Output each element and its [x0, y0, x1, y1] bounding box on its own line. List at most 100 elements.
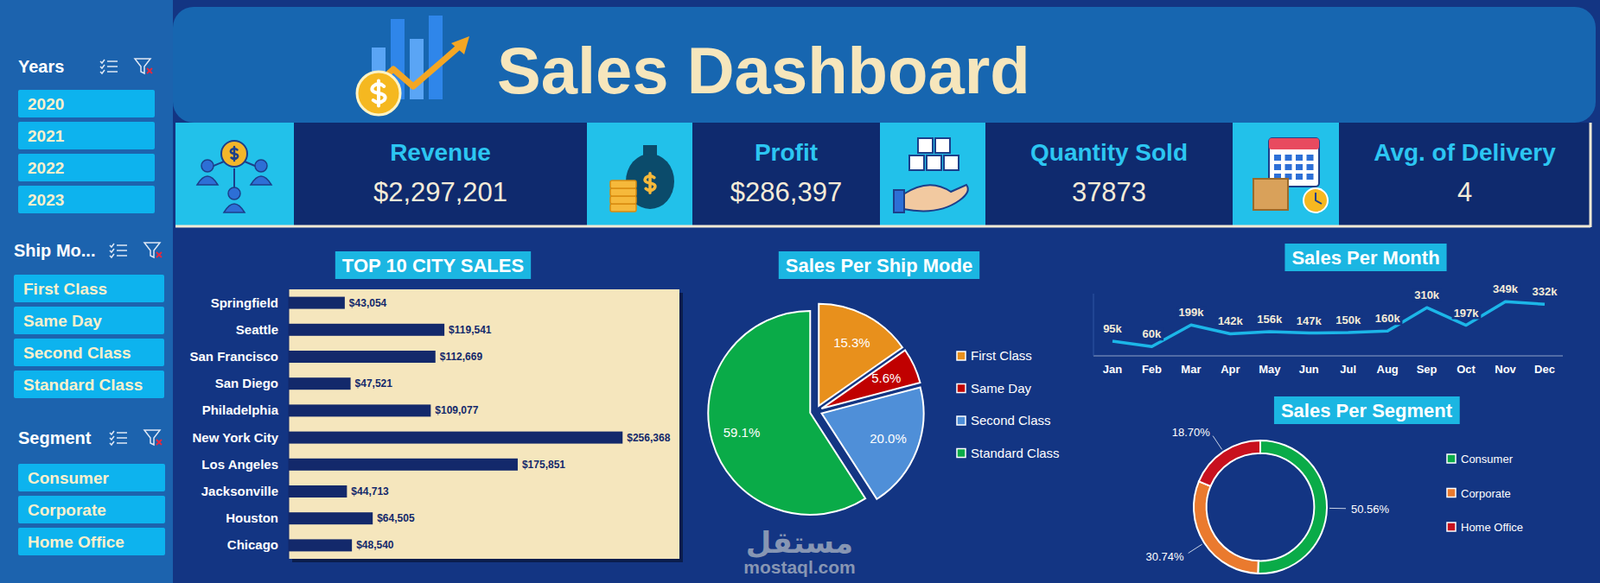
data-label: 18.70% [1172, 426, 1212, 440]
filter-button[interactable] [18, 464, 166, 492]
kpi-border [1589, 122, 1593, 228]
x-tick-label: Jun [1299, 363, 1320, 377]
chart-title-text: Sales Per Ship Mode [785, 254, 973, 277]
dollar-icon [230, 146, 238, 161]
icon-calendar-cell [1285, 164, 1293, 171]
filter-option[interactable]: First Class [23, 280, 108, 299]
dashboard-title: Sales Dashboard [497, 33, 1031, 108]
chart-title: Sales Per Segment [1274, 396, 1460, 425]
filter-title: Ship Mo... [13, 241, 96, 261]
sidebar [0, 0, 173, 583]
filter-button[interactable] [18, 121, 155, 150]
icon-person [254, 159, 268, 173]
filter-button[interactable] [13, 338, 165, 367]
multiselect-icon[interactable] [116, 432, 128, 434]
multiselect-icon[interactable] [116, 442, 128, 445]
kpi-icon-box [879, 122, 986, 227]
filter-button[interactable] [18, 496, 166, 524]
bar [288, 512, 373, 525]
legend-swatch [1447, 489, 1456, 498]
pie-chart [707, 304, 924, 516]
icon-clock [1303, 188, 1328, 213]
category-label: Chicago [227, 537, 279, 553]
header-icon-bar [428, 15, 443, 100]
header-band [172, 6, 1596, 123]
filter-button[interactable] [18, 528, 166, 556]
slice [1257, 440, 1327, 574]
label-patch [1255, 312, 1285, 326]
chart-title: Sales Per Ship Mode [778, 251, 980, 280]
filter-button[interactable] [13, 370, 165, 399]
filter-option[interactable]: 2022 [27, 159, 64, 178]
header-icon-bar [409, 38, 424, 100]
multiselect-icon[interactable] [107, 70, 118, 73]
bar [288, 350, 436, 364]
bar [288, 485, 347, 498]
icon-box [926, 155, 942, 171]
data-label: 20.0% [869, 431, 907, 447]
category-label: San Francisco [189, 349, 279, 364]
filter-button[interactable] [13, 306, 165, 335]
filter-button[interactable] [18, 89, 155, 118]
multiselect-icon[interactable] [116, 437, 128, 440]
icon-calendar-cell [1306, 164, 1314, 171]
legend-swatch [956, 449, 966, 459]
icon-coin [610, 203, 637, 212]
label-patch [1333, 313, 1364, 327]
filter-option[interactable]: 2021 [27, 127, 65, 146]
icon-coin [610, 196, 637, 204]
multiselect-icon[interactable] [116, 249, 128, 252]
multiselect-icon[interactable] [116, 254, 128, 257]
watermark: مستقلmostaql.com [743, 525, 856, 578]
leader-line [1329, 508, 1346, 510]
icon-parcel [1253, 178, 1288, 211]
legend-swatch [956, 384, 966, 394]
legend-label: First Class [970, 348, 1033, 364]
header-icon-coin [356, 71, 401, 115]
multiselect-icon [109, 441, 115, 446]
filter-option[interactable]: 2020 [27, 95, 64, 114]
x-tick-label: Jul [1339, 363, 1357, 377]
filter-option[interactable]: Standard Class [23, 376, 143, 395]
dashboard: Sales DashboardRevenue$2,297,201Profit$2… [0, 0, 1600, 583]
bar [288, 377, 351, 390]
multiselect-icon[interactable] [107, 65, 118, 68]
category-label: Springfield [210, 295, 279, 311]
kpi-label: Avg. of Delivery [1373, 139, 1556, 166]
label-patch [1373, 312, 1403, 326]
filter-button[interactable] [13, 274, 165, 303]
multiselect-icon[interactable] [107, 60, 118, 63]
category-label: San Diego [215, 376, 279, 391]
filter-button[interactable] [18, 153, 155, 182]
filter-option[interactable]: Same Day [23, 312, 102, 331]
data-label: 15.3% [833, 335, 871, 351]
filter-button[interactable] [18, 185, 155, 214]
filter-option[interactable]: Second Class [23, 344, 132, 363]
legend-label: Standard Class [970, 446, 1060, 461]
x-tick-label: Feb [1141, 363, 1162, 377]
multiselect-icon[interactable] [116, 244, 128, 247]
data-label: 30.74% [1146, 550, 1186, 564]
icon-clock [1315, 192, 1322, 204]
multiselect-icon [109, 254, 115, 258]
filter-option[interactable]: Consumer [27, 469, 110, 488]
icon-person [250, 176, 272, 185]
bar [288, 432, 623, 445]
legend-label: Home Office [1460, 521, 1524, 535]
kpi-value: 4 [1457, 177, 1473, 208]
legend-swatch [956, 416, 966, 426]
legend: ConsumerCorporateHome Office [1447, 452, 1524, 535]
line-marks [1112, 301, 1545, 347]
category-label: Philadelphia [202, 402, 280, 418]
leader-line [1188, 544, 1203, 554]
legend-label: Same Day [970, 381, 1033, 396]
kpi-value: $286,397 [730, 177, 842, 208]
filter-option[interactable]: Corporate [27, 501, 107, 520]
slice-labels: 15.3%5.6%20.0%59.1% [723, 335, 907, 447]
data-label: 199k [1178, 305, 1205, 319]
filter-option[interactable]: 2023 [27, 191, 64, 210]
data-label: $43,054 [349, 297, 388, 310]
bar-chart: Springfield$43,054Seattle$119,541San Fra… [189, 289, 683, 563]
watermark-text: mostaql.com [743, 557, 856, 578]
filter-option[interactable]: Home Office [27, 533, 125, 552]
